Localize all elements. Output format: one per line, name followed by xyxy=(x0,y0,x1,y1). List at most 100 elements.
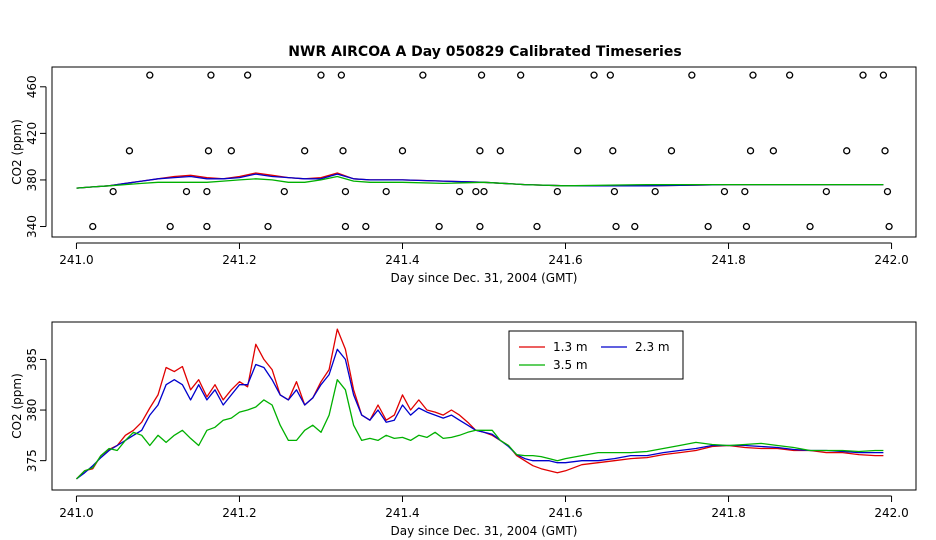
x-tick-label: 241.2 xyxy=(222,253,256,267)
data-point xyxy=(517,71,525,79)
y-tick-label: 385 xyxy=(25,348,39,371)
series-line-35 xyxy=(76,379,884,480)
data-point xyxy=(769,147,778,155)
data-point xyxy=(166,222,174,231)
plot-frame xyxy=(51,66,917,238)
data-point xyxy=(881,147,889,155)
x-tick-label: 241.2 xyxy=(222,506,256,520)
data-point xyxy=(720,187,729,196)
data-point xyxy=(496,147,504,155)
data-point xyxy=(125,147,134,155)
y-tick-label: 380 xyxy=(25,168,39,191)
y-tick-label: 340 xyxy=(25,215,39,238)
data-point xyxy=(317,71,325,79)
data-point xyxy=(398,147,407,155)
y-tick-label: 380 xyxy=(25,399,39,422)
data-point xyxy=(786,71,794,79)
series-line-13 xyxy=(76,328,884,480)
data-point xyxy=(822,187,830,196)
y-axis-label: CO2 (ppm) xyxy=(10,119,24,185)
data-point xyxy=(337,71,346,79)
data-point xyxy=(89,222,97,231)
data-point xyxy=(574,147,582,155)
data-point xyxy=(612,222,620,231)
x-tick-label: 241.8 xyxy=(711,506,745,520)
data-point xyxy=(606,71,614,79)
data-point xyxy=(749,71,757,79)
x-axis-label: Day since Dec. 31, 2004 (GMT) xyxy=(391,524,578,538)
data-point xyxy=(362,222,370,231)
data-point xyxy=(476,147,484,155)
series-line-23 xyxy=(76,348,884,480)
data-point xyxy=(435,222,443,231)
data-point xyxy=(885,222,893,231)
x-tick-label: 241.8 xyxy=(711,253,745,267)
series-line-13 xyxy=(76,172,884,189)
y-axis-label: CO2 (ppm) xyxy=(10,373,24,439)
x-tick-label: 241.4 xyxy=(385,253,419,267)
data-point xyxy=(472,187,480,196)
data-point xyxy=(477,71,486,79)
x-tick-label: 241.6 xyxy=(548,253,582,267)
data-point xyxy=(264,222,272,231)
data-point xyxy=(419,71,427,79)
data-point xyxy=(879,71,888,79)
x-tick-label: 242.0 xyxy=(874,253,908,267)
data-point xyxy=(651,187,659,196)
legend-label: 3.5 m xyxy=(553,358,588,372)
data-point xyxy=(741,187,749,196)
data-point xyxy=(146,71,154,79)
x-axis-label: Day since Dec. 31, 2004 (GMT) xyxy=(391,271,578,285)
data-point xyxy=(243,71,252,79)
data-point xyxy=(207,71,215,79)
data-point xyxy=(341,187,350,196)
legend: 1.3 m 2.3 m 3.5 m xyxy=(508,330,684,380)
data-point xyxy=(455,187,464,196)
y-tick-label: 375 xyxy=(25,449,39,472)
data-point xyxy=(806,222,814,231)
data-point xyxy=(610,187,619,196)
data-point xyxy=(301,147,309,155)
top-panel: 241.0 241.2 241.4 241.6 241.8 242.0 Day since … xyxy=(10,66,917,285)
data-point xyxy=(339,147,347,155)
data-point xyxy=(631,222,639,231)
data-point xyxy=(203,187,211,196)
legend-label: 2.3 m xyxy=(635,340,670,354)
x-tick-label: 241.0 xyxy=(59,506,93,520)
data-point xyxy=(883,187,892,196)
data-point xyxy=(553,187,562,196)
data-point xyxy=(590,71,598,79)
data-point xyxy=(746,147,755,155)
data-point xyxy=(182,187,191,196)
data-point xyxy=(204,147,213,155)
data-point xyxy=(688,71,696,79)
bottom-panel: 241.0 241.2 241.4 241.6 241.8 242.0 Day since … xyxy=(10,321,917,538)
data-point xyxy=(109,187,117,196)
x-tick-label: 241.4 xyxy=(385,506,419,520)
y-tick-label: 420 xyxy=(25,122,39,145)
series-line-35 xyxy=(76,175,884,189)
data-point xyxy=(533,222,541,231)
data-point xyxy=(480,187,488,196)
data-point xyxy=(843,147,851,155)
legend-box xyxy=(508,330,684,380)
data-point xyxy=(382,187,390,196)
data-point xyxy=(203,222,211,231)
chart-title: NWR AIRCOA A Day 050829 Calibrated Times… xyxy=(288,44,681,60)
data-point xyxy=(609,147,617,155)
x-tick-label: 241.0 xyxy=(59,253,93,267)
legend-label: 1.3 m xyxy=(553,340,588,354)
data-point xyxy=(341,222,350,231)
data-point xyxy=(704,222,712,231)
data-point xyxy=(667,147,676,155)
data-point xyxy=(476,222,484,231)
x-tick-label: 241.6 xyxy=(548,506,582,520)
data-point xyxy=(859,71,867,79)
data-point xyxy=(280,187,288,196)
plot-frame xyxy=(51,321,917,491)
x-tick-label: 242.0 xyxy=(874,506,908,520)
data-point xyxy=(227,147,235,155)
data-point xyxy=(742,222,751,231)
y-tick-label: 460 xyxy=(25,75,39,98)
